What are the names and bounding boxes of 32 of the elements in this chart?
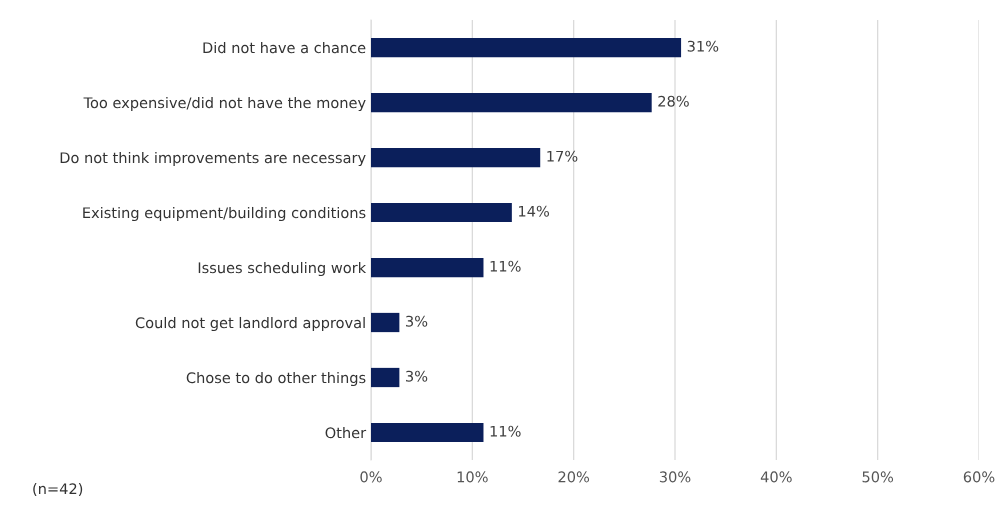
data-label: 14%	[519, 205, 550, 217]
bar	[371, 92, 652, 113]
y-tick-label: Chose to do other things	[186, 371, 366, 387]
x-tick-label: 50%	[862, 471, 894, 483]
data-label: 28%	[658, 95, 689, 107]
x-tick-label: 20%	[558, 471, 590, 483]
bar	[371, 257, 484, 278]
y-tick-label: Do not think improvements are necessary	[60, 151, 366, 167]
data-label: 11%	[490, 260, 521, 272]
data-label: 17%	[547, 150, 578, 162]
x-tick-label: 40%	[760, 471, 792, 483]
y-tick-label: Too expensive/did not have the money	[83, 96, 366, 112]
bar	[371, 367, 400, 388]
y-tick-label: Could not get landlord approval	[135, 316, 365, 332]
x-tick-label: 30%	[659, 471, 691, 483]
y-tick-label: Existing equipment/building conditions	[83, 206, 366, 222]
bar	[371, 37, 682, 58]
y-tick-label: Issues scheduling work	[198, 261, 367, 277]
data-label: 31%	[687, 40, 719, 52]
bar	[371, 422, 484, 443]
data-label: 3%	[406, 315, 428, 327]
bar	[371, 202, 512, 223]
y-tick-label: Other	[325, 426, 367, 439]
x-tick-label: 10%	[457, 471, 488, 483]
y-tick-label: Did not have a chance	[203, 41, 366, 54]
x-tick-label: 0%	[360, 471, 382, 483]
bar	[371, 312, 400, 333]
data-label: 3%	[406, 370, 428, 382]
bar	[371, 147, 541, 168]
data-label: 11%	[490, 425, 521, 437]
x-tick-label: 60%	[963, 471, 995, 483]
text: (n=42)	[33, 482, 83, 496]
